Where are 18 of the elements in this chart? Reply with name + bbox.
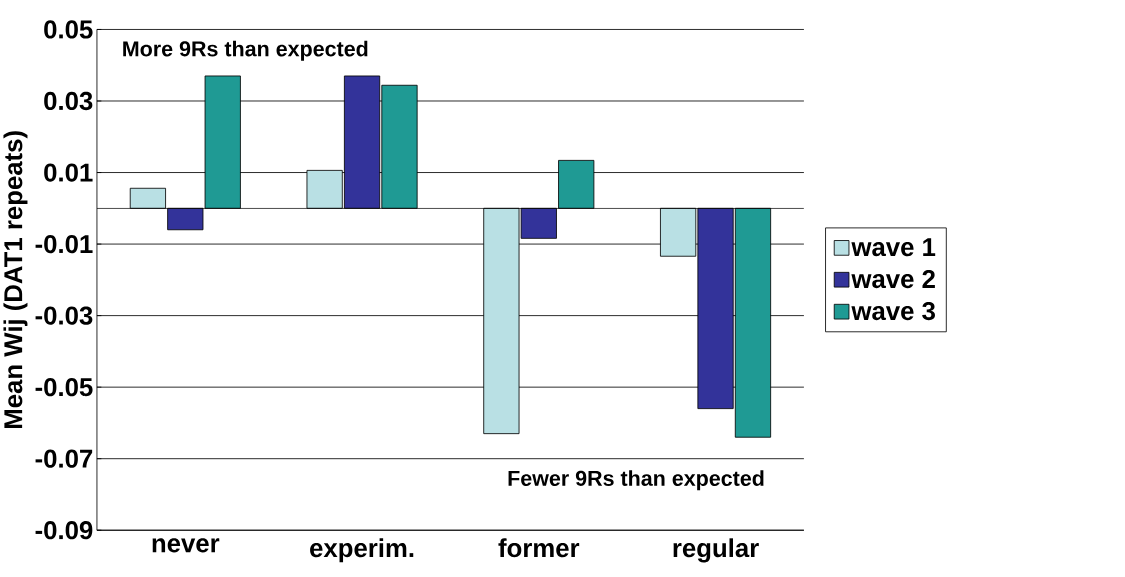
- y-tick-label: -0.05: [35, 377, 93, 397]
- x-tick-label: former: [498, 538, 580, 558]
- x-tick-label: never: [152, 538, 220, 553]
- annotation: More 9Rs than expected: [123, 40, 368, 61]
- y-tick-label: -0.01: [35, 234, 93, 254]
- y-tick-label: 0.01: [44, 163, 93, 182]
- x-tick-label: experim.: [310, 538, 414, 563]
- annotation: Fewer 9Rs than expected: [508, 469, 764, 490]
- legend-label: wave 2: [851, 269, 935, 288]
- y-tick-label: -0.07: [35, 449, 93, 468]
- legend-label: wave 3: [851, 301, 935, 321]
- y-axis-title: Mean Wij (DAT1 repeats): [3, 131, 28, 428]
- y-tick-label: -0.09: [35, 520, 93, 540]
- legend-label: wave 1: [851, 238, 936, 257]
- y-tick-label: -0.03: [35, 306, 93, 325]
- y-tick-label: 0.05: [44, 20, 93, 39]
- y-tick-label: 0.03: [44, 91, 93, 110]
- x-tick-label: regular: [673, 538, 759, 563]
